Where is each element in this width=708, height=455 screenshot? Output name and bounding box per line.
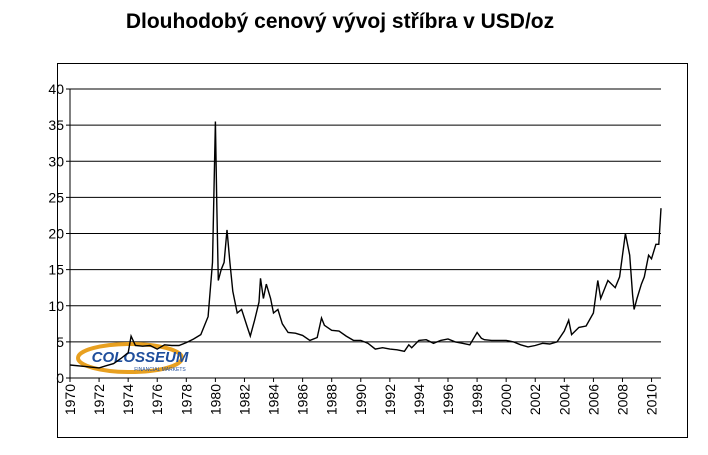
x-tick-label: 1982 (236, 384, 252, 415)
y-tick-label: 5 (56, 334, 64, 350)
x-tick-label: 1972 (91, 384, 107, 415)
logo-text: COLOSSEUM (92, 349, 189, 366)
y-tick-label: 0 (56, 370, 64, 386)
price-line (69, 121, 662, 369)
x-tick-label: 1988 (324, 384, 340, 415)
y-tick-label: 35 (48, 117, 64, 133)
x-tick-label: 1994 (411, 384, 427, 415)
chart-title: Dlouhodobý cenový vývoj stříbra v USD/oz (126, 10, 554, 33)
x-tick-label: 1984 (266, 384, 282, 415)
x-tick-label: 1970 (62, 384, 78, 415)
x-tick-label: 2002 (527, 384, 543, 415)
y-tick-label: 15 (48, 262, 64, 278)
x-tick-label: 1976 (149, 384, 165, 415)
x-tick-label: 1986 (295, 384, 311, 415)
y-tick-label: 40 (48, 81, 64, 97)
x-tick-label: 1990 (353, 384, 369, 415)
y-tick-label: 30 (48, 153, 64, 169)
y-tick-label: 20 (48, 226, 64, 242)
x-tick-label: 1980 (207, 384, 223, 415)
x-tick-label: 1974 (120, 384, 136, 415)
logo-subtext: FINANCIAL MARKETS (134, 367, 186, 373)
x-tick-label: 2010 (644, 384, 660, 415)
x-tick-label: 1996 (440, 384, 456, 415)
chart-frame (57, 63, 688, 438)
x-tick-label: 1978 (178, 384, 194, 415)
x-tick-label: 1998 (469, 384, 485, 415)
x-tick-label: 2000 (498, 384, 514, 415)
y-tick-label: 10 (48, 298, 64, 314)
y-tick-label: 25 (48, 189, 64, 205)
x-tick-label: 2006 (585, 384, 601, 415)
x-tick-label: 2008 (614, 384, 630, 415)
x-tick-label: 1992 (382, 384, 398, 415)
x-tick-label: 2004 (556, 384, 572, 415)
